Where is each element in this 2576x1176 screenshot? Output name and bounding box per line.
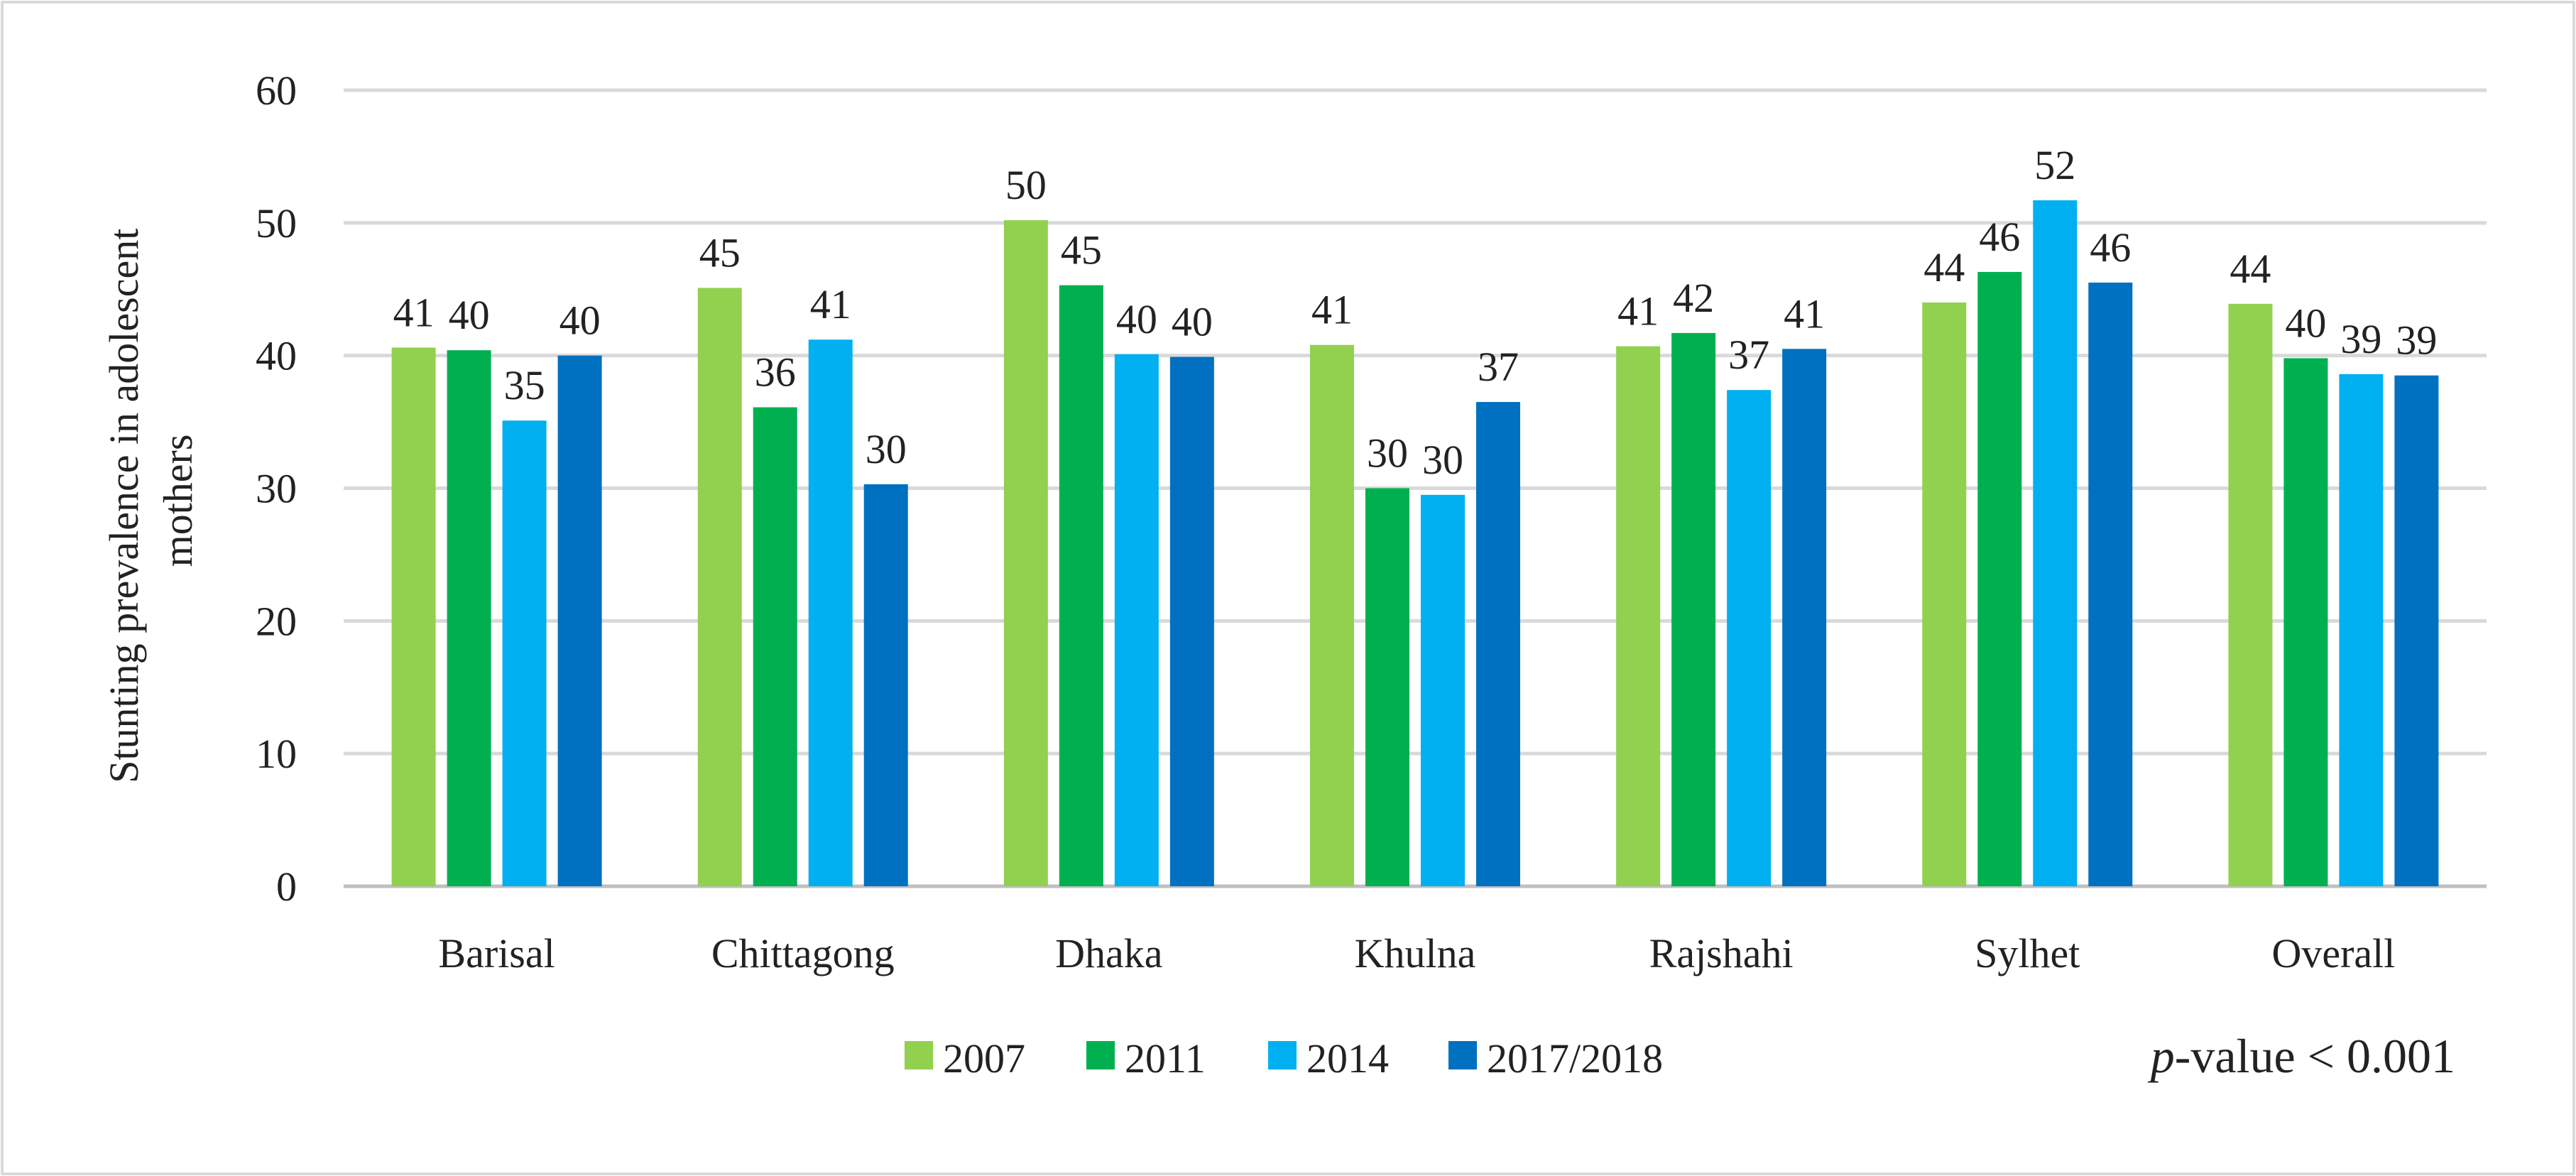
- y-tick-label-50: 50: [256, 200, 297, 246]
- y-axis-label: Stunting prevalence in adolescent mother…: [101, 218, 201, 783]
- data-label-barisal-2007: 41: [393, 289, 435, 335]
- data-label-rajshahi-2017-2018: 41: [1784, 290, 1825, 337]
- p-value-note: p-value < 0.001: [2148, 1029, 2455, 1083]
- bar-chittagong-2014: [808, 339, 853, 886]
- bar-chittagong-2011: [753, 407, 797, 886]
- bar-barisal-2007: [391, 347, 436, 886]
- bar-rajshahi-2007: [1616, 346, 1661, 886]
- data-label-dhaka-2007: 50: [1005, 162, 1047, 208]
- data-label-overall-2011: 40: [2285, 300, 2326, 346]
- x-tick-label-sylhet: Sylhet: [1975, 930, 2080, 976]
- bar-chittagong-2007: [697, 288, 742, 886]
- bar-rajshahi-2017-2018: [1782, 349, 1827, 886]
- data-labels: 41 40 35 40 45 36 41 30 50 45 40 40 41 30 30 37 41 42 37 41…: [393, 142, 2438, 483]
- bar-khulna-2007: [1310, 344, 1354, 887]
- x-tick-label-overall: Overall: [2271, 930, 2395, 976]
- x-tick-label-khulna: Khulna: [1355, 930, 1476, 976]
- y-tick-label-0: 0: [276, 864, 297, 910]
- bar-barisal-2014: [502, 420, 547, 886]
- data-label-rajshahi-2014: 37: [1728, 332, 1769, 378]
- legend-swatch-2017-2018: [1448, 1041, 1477, 1069]
- bar-overall-2011: [2283, 358, 2328, 886]
- data-label-chittagong-2017-2018: 30: [866, 426, 907, 472]
- data-label-chittagong-2011: 36: [755, 349, 796, 396]
- data-label-overall-2017-2018: 39: [2396, 317, 2437, 364]
- bar-barisal-2017-2018: [557, 355, 602, 887]
- data-label-khulna-2007: 41: [1311, 287, 1353, 333]
- data-label-dhaka-2014: 40: [1116, 296, 1157, 342]
- bar-sylhet-2014: [2033, 200, 2078, 886]
- legend-label-2014: 2014: [1306, 1035, 1389, 1082]
- data-label-sylhet-2011: 46: [1979, 214, 2020, 260]
- bar-dhaka-2014: [1114, 354, 1159, 886]
- bar-khulna-2011: [1365, 488, 1409, 886]
- bar-sylhet-2011: [1977, 271, 2022, 886]
- legend: 2007 2011 2014 2017/2018: [905, 1035, 1663, 1082]
- p-value-note-italic: p: [2148, 1029, 2175, 1083]
- data-label-overall-2007: 44: [2230, 246, 2271, 292]
- bar-rajshahi-2011: [1671, 332, 1716, 886]
- y-tick-label-40: 40: [256, 333, 297, 379]
- bar-overall-2017-2018: [2394, 375, 2439, 886]
- x-axis-categories: Barisal Chittagong Dhaka Khulna Rajshahi Sylh…: [438, 930, 2395, 976]
- data-label-rajshahi-2011: 42: [1673, 275, 1714, 321]
- y-tick-label-10: 10: [256, 731, 297, 777]
- y-axis-label-line-1: Stunting prevalence in adolescent: [101, 229, 147, 783]
- data-label-sylhet-2017-2018: 46: [2090, 224, 2131, 271]
- y-axis-label-line-2: mothers: [155, 435, 201, 567]
- data-label-chittagong-2014: 41: [810, 281, 851, 327]
- bar-overall-2014: [2339, 374, 2384, 886]
- bar-overall-2007: [2228, 303, 2273, 887]
- bar-sylhet-2017-2018: [2088, 282, 2133, 886]
- legend-swatch-2014: [1268, 1041, 1297, 1069]
- y-tick-label-30: 30: [256, 466, 297, 512]
- data-label-dhaka-2011: 45: [1061, 227, 1102, 273]
- x-tick-label-dhaka: Dhaka: [1055, 930, 1162, 976]
- data-label-chittagong-2007: 45: [699, 229, 741, 276]
- bar-dhaka-2007: [1003, 220, 1048, 886]
- data-label-barisal-2011: 40: [449, 292, 490, 338]
- data-label-khulna-2017-2018: 37: [1478, 344, 1519, 390]
- bar-khulna-2014: [1421, 494, 1465, 886]
- bar-khulna-2017-2018: [1476, 402, 1520, 886]
- data-label-barisal-2014: 35: [504, 362, 545, 408]
- x-tick-label-chittagong: Chittagong: [711, 930, 895, 976]
- legend-swatch-2007: [905, 1041, 933, 1069]
- legend-swatch-2011: [1086, 1041, 1115, 1069]
- data-label-barisal-2017-2018: 40: [560, 298, 601, 344]
- data-label-khulna-2014: 30: [1422, 437, 1463, 483]
- data-label-sylhet-2014: 52: [2034, 142, 2075, 188]
- y-tick-label-20: 20: [256, 598, 297, 644]
- p-value-note-text: -value < 0.001: [2175, 1029, 2455, 1083]
- bar-rajshahi-2014: [1727, 390, 1772, 886]
- bar-chittagong-2017-2018: [863, 484, 908, 886]
- x-tick-label-barisal: Barisal: [438, 930, 555, 976]
- bar-dhaka-2017-2018: [1169, 356, 1214, 886]
- legend-label-2011: 2011: [1125, 1035, 1206, 1082]
- y-axis-ticks: 0 10 20 30 40 50 60: [256, 67, 297, 910]
- y-tick-label-60: 60: [256, 67, 297, 114]
- legend-label-2017-2018: 2017/2018: [1487, 1035, 1663, 1082]
- bar-series: [391, 200, 2439, 887]
- legend-label-2007: 2007: [943, 1035, 1025, 1082]
- bar-sylhet-2007: [1922, 302, 1967, 886]
- data-label-dhaka-2017-2018: 40: [1172, 299, 1213, 345]
- x-tick-label-rajshahi: Rajshahi: [1649, 930, 1794, 976]
- data-label-rajshahi-2007: 41: [1617, 288, 1659, 334]
- data-label-khulna-2011: 30: [1367, 430, 1408, 477]
- data-label-overall-2014: 39: [2340, 316, 2381, 362]
- bar-dhaka-2011: [1059, 285, 1103, 886]
- bar-barisal-2011: [447, 350, 491, 886]
- data-label-sylhet-2007: 44: [1923, 244, 1965, 290]
